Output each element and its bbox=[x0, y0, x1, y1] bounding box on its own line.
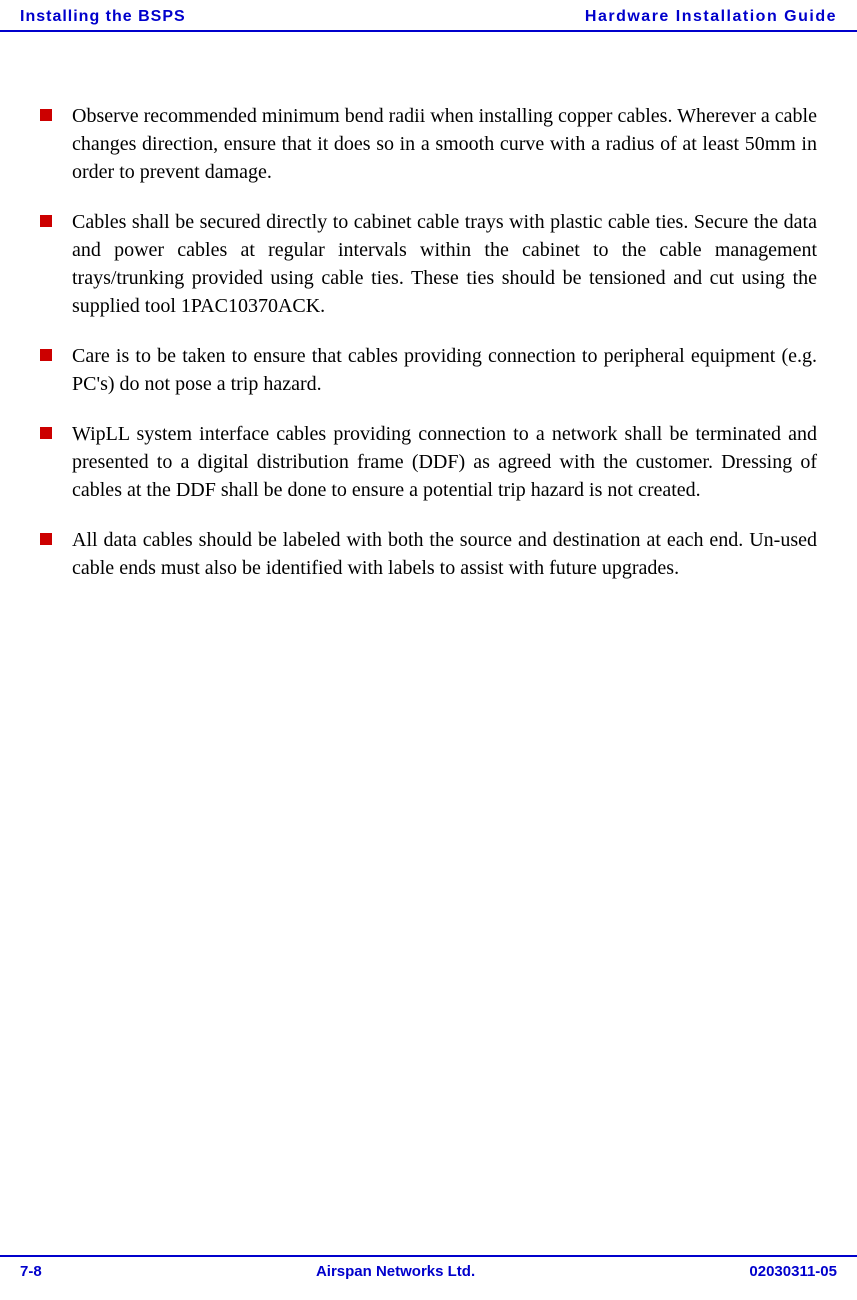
page-container: Installing the BSPS Hardware Installatio… bbox=[0, 0, 857, 1300]
bullet-item: All data cables should be labeled with b… bbox=[40, 526, 817, 582]
bullet-marker-icon bbox=[40, 420, 72, 504]
bullet-list: Observe recommended minimum bend radii w… bbox=[40, 102, 817, 582]
bullet-text: All data cables should be labeled with b… bbox=[72, 526, 817, 582]
header-left-text: Installing the BSPS bbox=[20, 8, 186, 26]
header-right-text: Hardware Installation Guide bbox=[585, 8, 837, 26]
bullet-marker-icon bbox=[40, 208, 72, 320]
bullet-text: WipLL system interface cables providing … bbox=[72, 420, 817, 504]
footer-company-name: Airspan Networks Ltd. bbox=[316, 1263, 475, 1280]
bullet-marker-icon bbox=[40, 102, 72, 186]
bullet-item: Cables shall be secured directly to cabi… bbox=[40, 208, 817, 320]
bullet-item: WipLL system interface cables providing … bbox=[40, 420, 817, 504]
bullet-text: Observe recommended minimum bend radii w… bbox=[72, 102, 817, 186]
footer-document-number: 02030311-05 bbox=[749, 1263, 837, 1280]
bullet-item: Observe recommended minimum bend radii w… bbox=[40, 102, 817, 186]
bullet-item: Care is to be taken to ensure that cable… bbox=[40, 342, 817, 398]
footer-page-number: 7-8 bbox=[20, 1263, 42, 1280]
bullet-text: Cables shall be secured directly to cabi… bbox=[72, 208, 817, 320]
page-footer: 7-8 Airspan Networks Ltd. 02030311-05 bbox=[0, 1255, 857, 1280]
bullet-marker-icon bbox=[40, 342, 72, 398]
page-content: Observe recommended minimum bend radii w… bbox=[0, 32, 857, 582]
bullet-text: Care is to be taken to ensure that cable… bbox=[72, 342, 817, 398]
bullet-marker-icon bbox=[40, 526, 72, 582]
page-header: Installing the BSPS Hardware Installatio… bbox=[0, 0, 857, 32]
